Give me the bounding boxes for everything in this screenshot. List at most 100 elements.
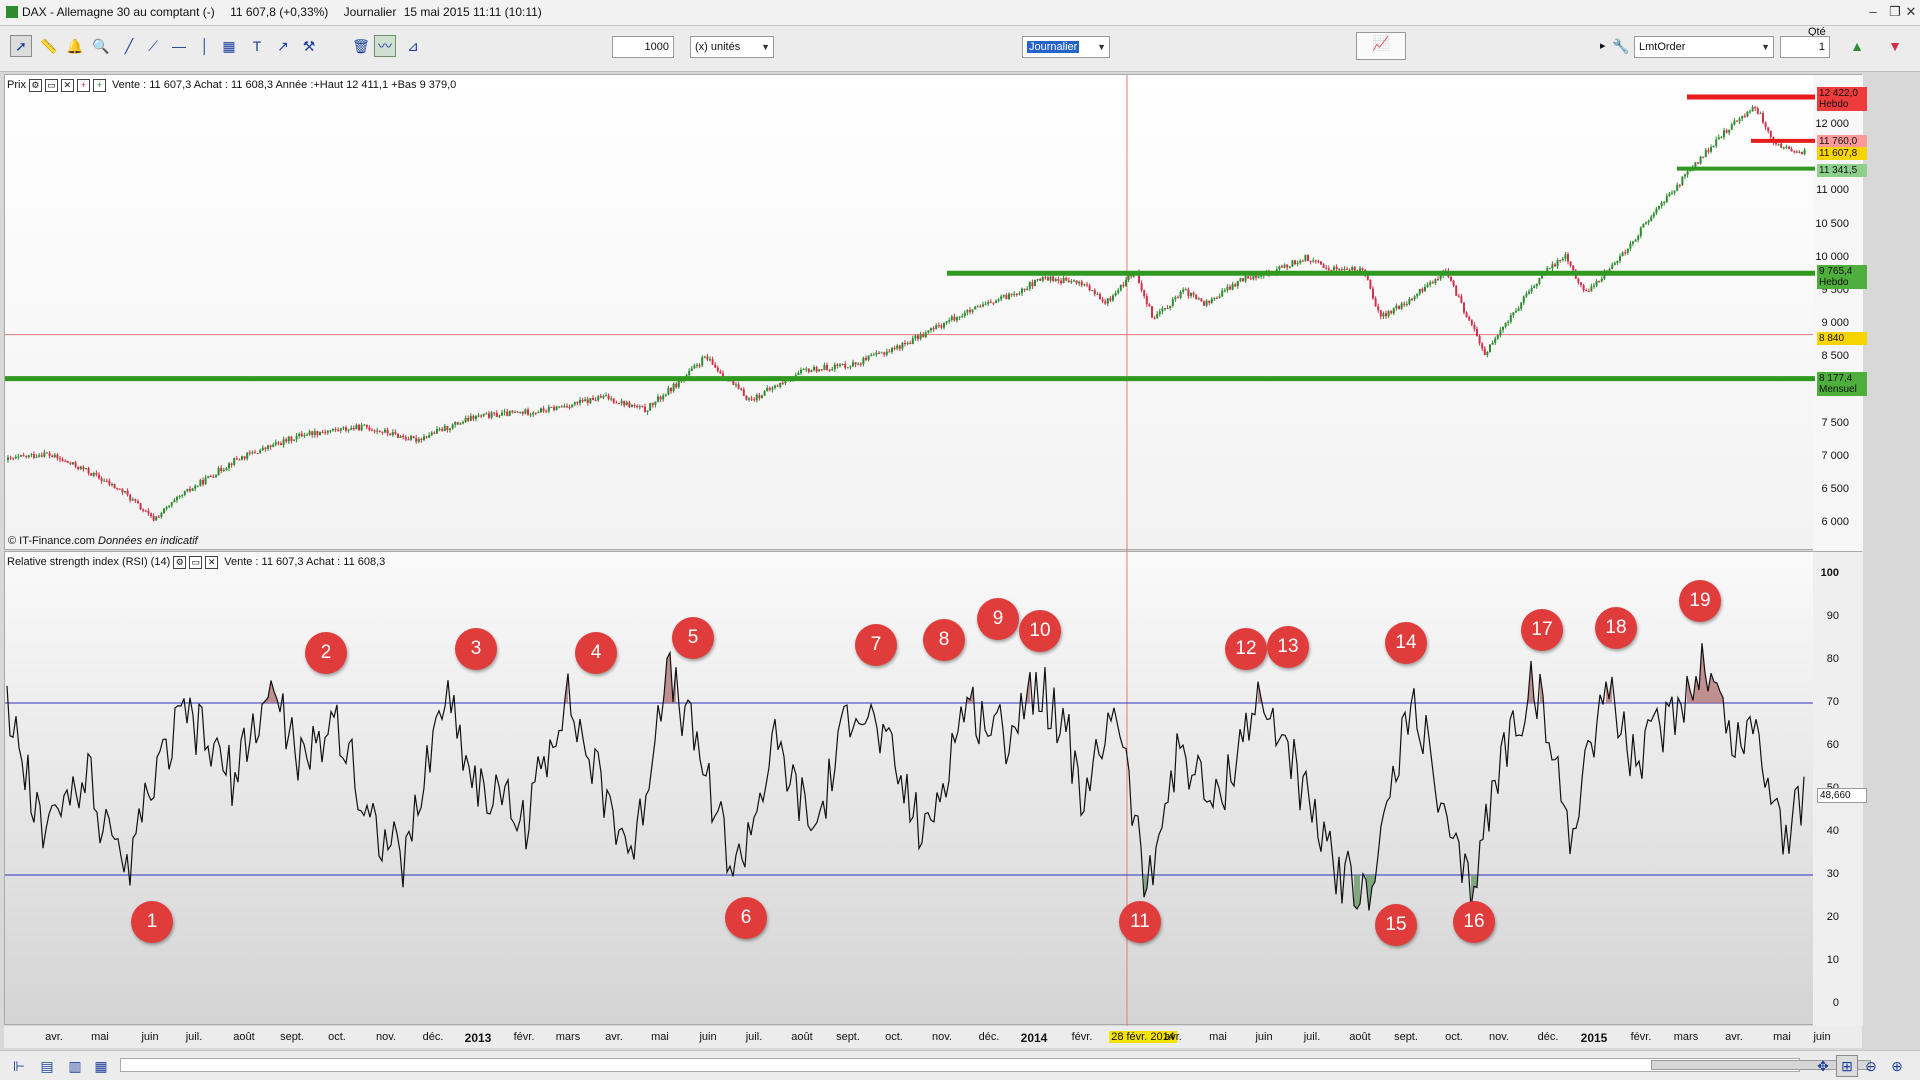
chart-type-icon[interactable]: 📈 — [1356, 32, 1406, 60]
rsi-extreme-marker: 8 — [923, 619, 965, 661]
layout-icon[interactable]: ▥ — [68, 1058, 82, 1074]
candle-body — [870, 354, 873, 356]
candle-body — [1738, 118, 1741, 122]
zoom-fit-icon[interactable]: ⊞ — [1836, 1055, 1858, 1077]
sell-icon[interactable]: ▼ — [1888, 38, 1902, 54]
candle-body — [524, 409, 527, 414]
candle-body — [636, 405, 639, 408]
time-axis-label: mai — [91, 1031, 109, 1043]
horizontal-line-icon[interactable]: — — [172, 38, 186, 54]
data-disclaimer: Données en indicatif — [98, 535, 198, 547]
close-icon[interactable]: ✕ — [205, 555, 219, 569]
cursor-icon[interactable]: ➚ — [10, 35, 32, 57]
zoom-in-icon[interactable]: ⊕ — [1891, 1058, 1903, 1074]
candle-body — [922, 334, 925, 337]
candle-body — [433, 432, 436, 434]
candle-body — [1096, 294, 1099, 296]
rsi-axis-tick: 30 — [1826, 868, 1839, 880]
wrench-icon[interactable]: ⚙ — [28, 78, 42, 92]
candle-body — [1676, 184, 1679, 191]
candle-body — [238, 459, 241, 461]
minimize-icon[interactable]: – — [1869, 4, 1877, 19]
candle-body — [1330, 269, 1333, 271]
candle-body — [805, 368, 808, 370]
channel-icon[interactable]: ⊿ — [407, 38, 419, 54]
units-select[interactable]: (x) unités ▼ — [690, 36, 774, 58]
wrench-icon[interactable]: ⚙ — [173, 555, 187, 569]
price-axis-tick: 7 000 — [1821, 449, 1849, 462]
tools-icon[interactable]: ⚒ — [302, 38, 316, 54]
ray-icon[interactable]: ⟋ — [148, 38, 158, 54]
layout-alt-icon[interactable]: ▦ — [94, 1058, 108, 1074]
trash-icon[interactable]: 🗑 — [352, 38, 370, 54]
candle-body — [43, 452, 46, 457]
candle-body — [402, 435, 405, 438]
buy-small-icon[interactable]: + — [92, 78, 106, 92]
close-icon[interactable]: ✕ — [60, 78, 74, 92]
price-chart-canvas[interactable] — [5, 75, 1863, 551]
vertical-line-icon[interactable]: │ — [200, 38, 210, 54]
candle-body — [1161, 308, 1164, 312]
fibonacci-icon[interactable]: ▦ — [222, 38, 236, 54]
window-icon[interactable]: ▭ — [189, 555, 203, 569]
candle-body — [77, 466, 80, 469]
alert-bell-icon[interactable]: 🔔 — [66, 38, 84, 54]
candle-body — [1057, 279, 1060, 281]
candle-body — [597, 396, 600, 401]
rsi-overbought-fill — [271, 680, 274, 703]
units-input[interactable]: 1000 — [612, 36, 674, 58]
candle-body — [1619, 256, 1621, 261]
candle-body — [428, 435, 431, 438]
instrument-name: DAX - Allemagne 30 au comptant (-) — [22, 5, 215, 19]
candle-body — [654, 401, 657, 405]
candle-body — [1803, 149, 1806, 155]
candle-body — [982, 304, 984, 307]
sell-small-icon[interactable]: + — [76, 78, 90, 92]
text-icon[interactable]: T — [252, 38, 262, 54]
price-chart-panel[interactable]: Prix ⚙ ▭ ✕ + + Vente : 11 607,3 Achat : … — [4, 74, 1867, 551]
wrench-icon[interactable]: 🔧 — [1612, 38, 1630, 54]
candle-body — [761, 395, 763, 399]
candle-body — [1710, 147, 1712, 152]
candle-body — [319, 432, 321, 435]
candle-body — [1795, 151, 1798, 153]
order-type-select[interactable]: LmtOrder ▼ — [1634, 36, 1774, 58]
ruler-icon[interactable]: 📏 — [40, 38, 58, 54]
candle-body — [927, 330, 930, 333]
zoom-icon[interactable]: 🔍 — [92, 38, 110, 54]
candle-body — [657, 396, 659, 402]
candle-body — [363, 424, 366, 426]
scroll-thumb[interactable] — [1651, 1060, 1871, 1070]
restore-icon[interactable]: ❐ — [1889, 4, 1901, 19]
time-axis[interactable]: avr. mai juin juil. août sept. oct. nov. déc. 201… — [4, 1026, 1862, 1048]
candle-body — [1257, 276, 1260, 278]
arrow-icon[interactable]: ↗ — [277, 38, 289, 54]
close-icon[interactable]: ✕ — [1905, 4, 1917, 19]
candle-body — [545, 411, 548, 413]
window-icon[interactable]: ▭ — [44, 78, 58, 92]
buy-icon[interactable]: ▲ — [1850, 38, 1864, 54]
candle-body — [1725, 130, 1728, 133]
chart-period: Journalier — [343, 5, 397, 19]
candle-body — [919, 334, 922, 339]
period-select[interactable]: Journalier ▼ — [1022, 36, 1110, 58]
candle-body — [118, 488, 121, 490]
qty-input[interactable]: 1 — [1780, 36, 1830, 58]
calendar-icon[interactable]: ▤ — [40, 1058, 54, 1074]
trendline-icon[interactable]: ╱ — [124, 38, 134, 54]
candle-body — [703, 356, 706, 358]
candle-body — [1411, 299, 1413, 301]
candle-body — [1340, 269, 1343, 271]
zoom-out-icon[interactable]: ⊖ — [1865, 1058, 1877, 1074]
panel-toggle-icon[interactable]: ▸ — [1600, 40, 1606, 52]
candle-body — [1585, 290, 1588, 292]
time-axis-label: juil. — [1303, 1031, 1321, 1043]
scroll-track[interactable] — [120, 1058, 1871, 1072]
nav-first-icon[interactable]: ⊩ — [12, 1058, 26, 1074]
candle-body — [841, 363, 844, 365]
indicator-icon[interactable]: 〰 — [374, 35, 396, 57]
candle-body — [537, 412, 540, 414]
pan-icon[interactable]: ✥ — [1817, 1058, 1829, 1074]
rsi-extreme-marker: 15 — [1375, 904, 1417, 946]
candle-body — [1426, 284, 1429, 287]
